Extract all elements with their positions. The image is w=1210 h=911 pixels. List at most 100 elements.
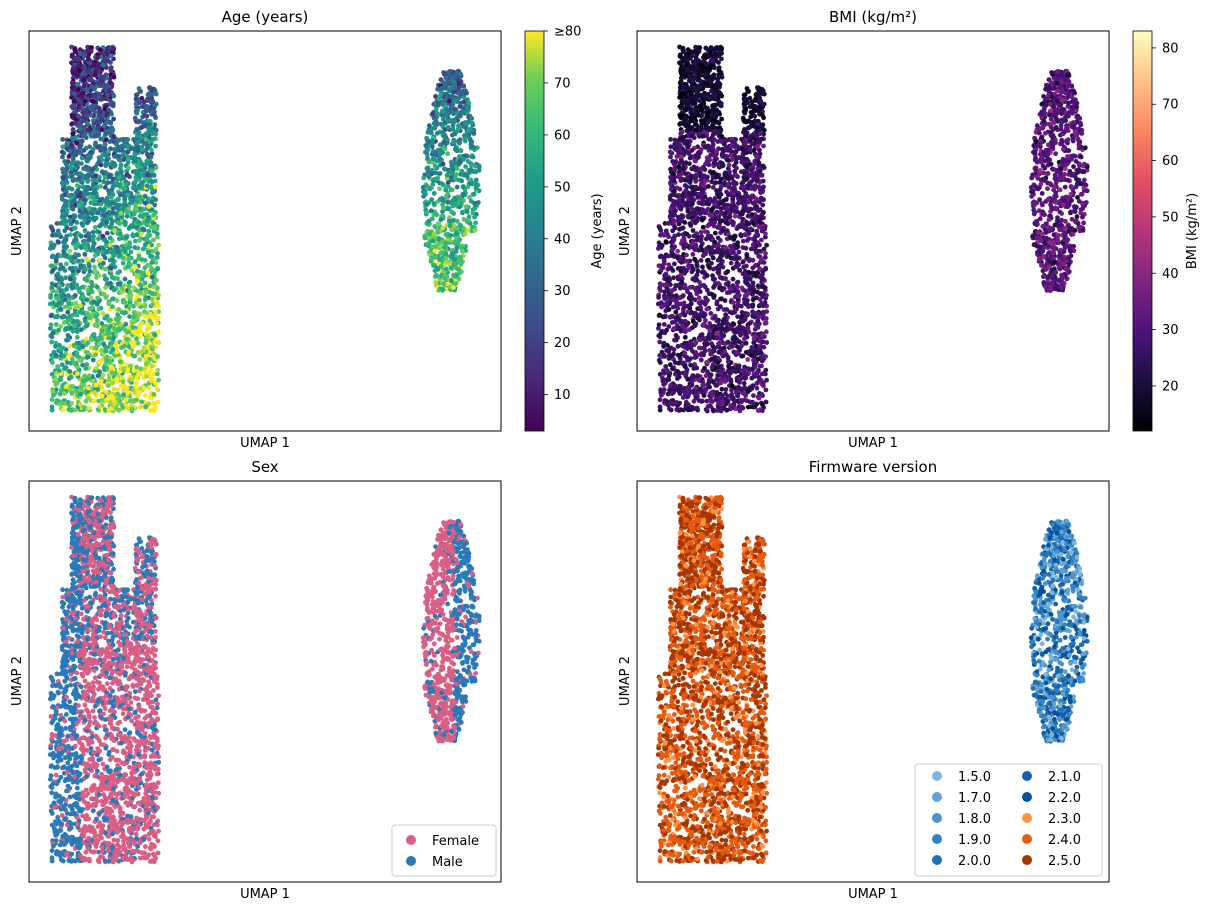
scatter-point (57, 377, 63, 382)
scatter-point (106, 335, 112, 341)
scatter-point (153, 246, 159, 252)
scatter-point (440, 225, 446, 231)
scatter-point (125, 137, 131, 143)
scatter-point (730, 276, 736, 282)
scatter-point (120, 404, 126, 410)
scatter-point (65, 309, 71, 315)
scatter-point (90, 229, 96, 235)
scatter-point (111, 253, 117, 258)
scatter-point (136, 220, 142, 226)
colorbar-age-label: Age (years) (590, 193, 605, 268)
scatter-point (122, 196, 128, 201)
scatter-point (55, 271, 61, 277)
scatter-point (101, 179, 106, 185)
scatter-point (154, 320, 160, 326)
scatter-point (427, 230, 433, 236)
scatter-point (115, 312, 120, 318)
scatter-point (71, 85, 76, 90)
scatter-point (155, 251, 160, 256)
scatter-point (99, 398, 105, 403)
scatter-point (87, 268, 93, 274)
scatter-point (442, 275, 447, 281)
scatter-point (150, 87, 155, 93)
scatter-point (115, 144, 121, 150)
scatter-point (83, 108, 89, 113)
scatter-point (145, 333, 151, 339)
scatter-point (81, 148, 87, 153)
scatter-point (93, 129, 99, 135)
scatter-point (425, 139, 431, 145)
scatter-point (60, 137, 65, 142)
scatter-point (461, 99, 466, 105)
scatter-point (102, 276, 108, 282)
scatter-point (125, 245, 131, 251)
scatter-point (449, 266, 454, 271)
scatter-point (86, 172, 91, 178)
scatter-point (125, 264, 130, 269)
scatter-point (79, 284, 85, 290)
scatter-point (458, 202, 464, 208)
scatter-point (104, 313, 110, 319)
scatter-point (89, 280, 94, 285)
scatter-point (63, 161, 69, 167)
scatter-point (100, 249, 105, 255)
scatter-point (143, 141, 149, 147)
scatter-point (97, 360, 102, 365)
scatter-point (672, 360, 678, 365)
scatter-point (86, 210, 92, 216)
scatter-point (452, 240, 458, 246)
scatter-point (451, 139, 457, 145)
scatter-point (133, 184, 139, 190)
scatter-point (117, 231, 123, 237)
scatter-point (137, 238, 142, 243)
scatter-point (151, 237, 156, 243)
scatter-point (473, 220, 478, 226)
panel-age-title: Age (years) (222, 8, 309, 26)
scatter-point (73, 165, 78, 171)
scatter-point (439, 240, 445, 245)
scatter-point (452, 195, 458, 201)
scatter-point (126, 344, 132, 350)
scatter-point (82, 266, 88, 272)
scatter-point (450, 102, 456, 107)
scatter-point (63, 275, 68, 281)
scatter-point (95, 248, 101, 254)
scatter-point (66, 185, 72, 191)
scatter-point (461, 216, 467, 222)
scatter-point (103, 250, 109, 255)
scatter-point (700, 264, 705, 270)
scatter-point (155, 354, 161, 359)
scatter-point (82, 98, 88, 104)
scatter-point (62, 304, 68, 310)
scatter-point (741, 380, 747, 386)
scatter-point (137, 89, 143, 94)
scatter-point (661, 322, 667, 327)
scatter-point (82, 238, 88, 244)
scatter-point (114, 379, 120, 384)
scatter-point (125, 149, 130, 155)
scatter-point (147, 91, 153, 97)
scatter-point (138, 283, 144, 288)
scatter-point (722, 298, 728, 303)
scatter-point (132, 330, 137, 336)
scatter-point (61, 391, 67, 396)
scatter-point (754, 385, 760, 391)
scatter-point (666, 262, 672, 268)
scatter-point (134, 336, 139, 342)
scatter-point (76, 67, 82, 73)
scatter-point (132, 238, 138, 244)
scatter-point (78, 303, 84, 309)
scatter-point (125, 389, 131, 395)
scatter-point (155, 371, 160, 377)
scatter-point (437, 151, 443, 157)
scatter-point (86, 405, 92, 411)
scatter-point (64, 233, 70, 239)
scatter-point (105, 51, 110, 57)
scatter-point (432, 176, 438, 182)
scatter-point (92, 133, 97, 139)
scatter-point (88, 247, 94, 253)
scatter-point (105, 358, 110, 363)
scatter-point (469, 120, 475, 126)
scatter-point (145, 217, 150, 223)
